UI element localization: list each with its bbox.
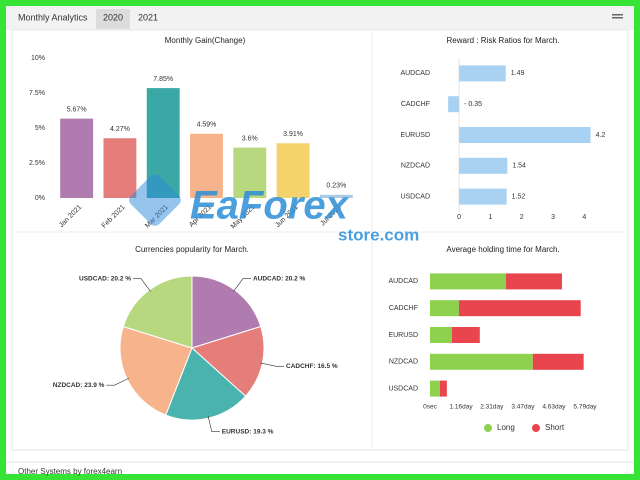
header-title: Monthly Analytics: [18, 12, 88, 22]
x-tick-label: 2: [520, 214, 524, 221]
data-label: 4.2: [596, 132, 606, 139]
x-tick-label: 0: [457, 214, 461, 221]
bar: [190, 133, 223, 198]
legend-label: Long: [497, 423, 515, 432]
card: [6, 6, 634, 474]
data-label: AUDCAD: 20.2 %: [253, 275, 306, 282]
leader-line: [133, 278, 151, 292]
leader-line: [260, 362, 285, 367]
y-tick-label: USDCAD: [400, 193, 430, 200]
watermark-brand: EaForex: [190, 184, 350, 228]
tab-active-bg: [96, 9, 130, 29]
bar-segment: [430, 300, 459, 317]
y-tick-label: USDCAD: [388, 385, 418, 392]
data-label: 1.49: [511, 70, 525, 77]
y-tick-label: NZDCAD: [401, 163, 430, 170]
chart-title: Currencies popularity for March.: [135, 245, 249, 254]
watermark: EaForex store.com: [129, 174, 419, 244]
bar: [103, 138, 137, 198]
bar: [459, 157, 508, 174]
data-label: 5.67%: [67, 106, 87, 113]
leader-line: [106, 378, 130, 386]
y-tick-label: EURUSD: [400, 132, 430, 139]
bar-segment: [506, 273, 562, 290]
bar: [459, 65, 506, 82]
y-tick-label: 0%: [35, 195, 45, 202]
bar: [459, 127, 591, 143]
leader-line: [207, 416, 220, 432]
data-label: 4.27%: [110, 126, 130, 133]
y-tick-label: AUDCAD: [400, 70, 430, 77]
data-label: 1.54: [512, 163, 526, 170]
bar-segment: [458, 300, 581, 317]
data-label: - 0.35: [464, 101, 482, 108]
bar-segment: [430, 380, 440, 397]
tab[interactable]: 2020: [103, 12, 123, 22]
bar: [319, 194, 353, 198]
leader-line: [233, 278, 251, 292]
legend-label: Short: [545, 423, 565, 432]
data-label: 1.52: [512, 193, 526, 200]
data-label: 7.85%: [153, 76, 173, 83]
footer-text: Other Systems by forex4earn: [18, 467, 122, 476]
x-tick-label: 3.47day: [511, 404, 535, 411]
data-label: 3.91%: [283, 131, 303, 138]
y-tick-label: 5%: [35, 125, 45, 132]
bar: [459, 188, 507, 205]
chart-title: Reward : Risk Ratios for March.: [447, 36, 560, 45]
panel-border: [11, 29, 629, 451]
x-tick-label: 0sec: [423, 404, 437, 411]
menu-icon[interactable]: [612, 14, 623, 19]
x-tick-label: 1: [488, 214, 492, 221]
data-label: USDCAD: 20.2 %: [79, 275, 131, 282]
bar: [233, 147, 267, 198]
data-label: 3.6%: [242, 135, 258, 142]
bar-segment: [430, 327, 452, 343]
y-tick-label: NZDCAD: [389, 359, 418, 366]
data-label: CADCHF: 16.5 %: [286, 363, 338, 370]
bar: [276, 143, 310, 198]
watermark-logo: [129, 174, 181, 226]
bar: [60, 118, 94, 198]
x-tick-label: 4: [582, 214, 586, 221]
data-label: 4.59%: [197, 122, 217, 129]
tab[interactable]: 2021: [138, 12, 158, 22]
y-tick-label: 10%: [31, 55, 45, 62]
bar-segment: [451, 327, 480, 343]
data-label: EURUSD: 19.3 %: [222, 428, 274, 435]
bar-segment: [439, 380, 447, 397]
x-tick-label: 1.16day: [449, 404, 473, 411]
bar: [448, 96, 460, 113]
chart-title: Average holding time for March.: [446, 245, 559, 254]
bar-segment: [430, 273, 507, 290]
chart-title: Monthly Gain(Change): [165, 36, 246, 45]
data-label: 0.23%: [326, 183, 346, 190]
y-tick-label: AUDCAD: [388, 278, 418, 285]
y-tick-label: 7.5%: [29, 90, 45, 97]
legend-marker: [532, 424, 540, 432]
bar-segment: [532, 353, 584, 370]
y-tick-label: 2.5%: [29, 160, 45, 167]
x-tick-label: 4.63day: [542, 404, 566, 411]
x-tick-label: 5.79day: [573, 404, 597, 411]
x-tick-label: 3: [551, 214, 555, 221]
bar-segment: [430, 353, 533, 370]
y-tick-label: CADCHF: [389, 305, 418, 312]
legend-marker: [484, 424, 492, 432]
watermark-domain: store.com: [338, 225, 419, 244]
y-tick-label: CADCHF: [401, 101, 430, 108]
x-tick-label: 2.31day: [480, 404, 504, 411]
y-tick-label: EURUSD: [388, 332, 418, 339]
data-label: NZDCAD: 23.9 %: [53, 382, 105, 389]
